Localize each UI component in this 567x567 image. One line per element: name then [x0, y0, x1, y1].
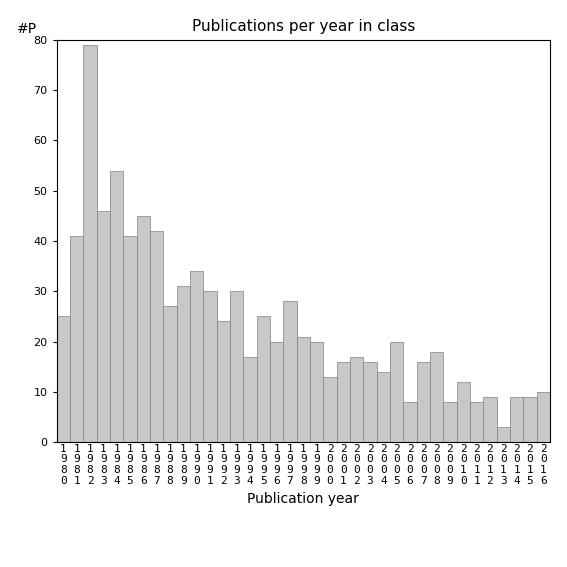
Bar [150, 231, 163, 442]
Bar [323, 377, 337, 442]
Bar [177, 286, 190, 442]
Bar [430, 352, 443, 442]
Bar [536, 392, 550, 442]
Bar [443, 402, 456, 442]
Bar [284, 302, 297, 442]
Bar [83, 45, 97, 442]
Bar [243, 357, 257, 442]
Bar [350, 357, 363, 442]
Bar [163, 306, 177, 442]
Bar [57, 316, 70, 442]
Text: #P: #P [17, 22, 37, 36]
Bar [376, 372, 390, 442]
Bar [390, 341, 403, 442]
Bar [510, 397, 523, 442]
Bar [124, 236, 137, 442]
Bar [230, 291, 243, 442]
Bar [137, 216, 150, 442]
Bar [363, 362, 376, 442]
Bar [403, 402, 417, 442]
Bar [297, 337, 310, 442]
Bar [470, 402, 483, 442]
Bar [483, 397, 497, 442]
Bar [190, 271, 204, 442]
Bar [456, 382, 470, 442]
Bar [417, 362, 430, 442]
Bar [497, 427, 510, 442]
Bar [97, 211, 110, 442]
Bar [204, 291, 217, 442]
Bar [337, 362, 350, 442]
Bar [257, 316, 270, 442]
Bar [110, 171, 124, 442]
Bar [310, 341, 323, 442]
X-axis label: Publication year: Publication year [247, 492, 359, 506]
Bar [523, 397, 536, 442]
Bar [270, 341, 284, 442]
Title: Publications per year in class: Publications per year in class [192, 19, 415, 35]
Bar [70, 236, 83, 442]
Bar [217, 321, 230, 442]
